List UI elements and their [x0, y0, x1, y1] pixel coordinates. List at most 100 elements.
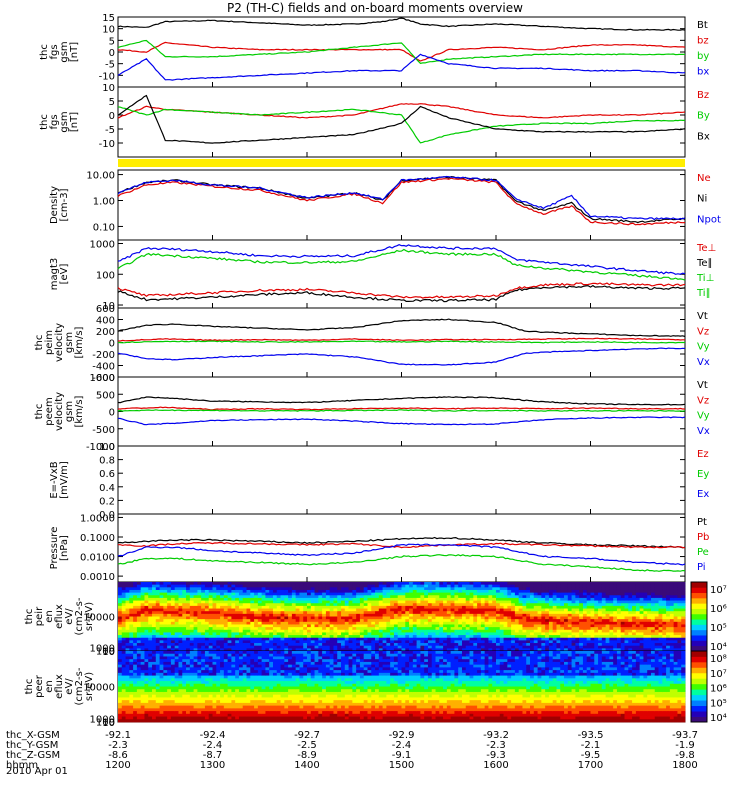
heatmap-cell — [170, 611, 176, 615]
heatmap-cell — [454, 597, 459, 601]
heatmap-cell — [492, 624, 497, 628]
heatmap-cell — [310, 629, 315, 633]
heatmap-cell — [579, 582, 584, 586]
heatmap-cell — [272, 613, 278, 617]
yellow-band — [118, 159, 685, 167]
heatmap-cell — [144, 603, 149, 607]
heatmap-cell — [118, 603, 123, 607]
heatmap-cell — [133, 648, 138, 652]
heatmap-cell — [197, 627, 202, 631]
heatmap-cell — [186, 592, 191, 596]
heatmap-cell — [152, 608, 157, 612]
heatmap-cell — [586, 608, 591, 612]
heatmap-cell — [231, 611, 236, 615]
heatmap-cell — [136, 672, 142, 676]
heatmap-cell — [628, 640, 633, 644]
heatmap-cell — [427, 635, 433, 639]
heatmap-cell — [295, 648, 300, 652]
heatmap-cell — [397, 635, 402, 639]
heatmap-cell — [511, 582, 516, 586]
heatmap-cell — [454, 645, 459, 649]
heatmap-cell — [197, 656, 202, 660]
heatmap-cell — [201, 637, 206, 641]
heatmap-cell — [152, 683, 157, 687]
heatmap-cell — [329, 635, 334, 639]
heatmap-cell — [152, 587, 157, 591]
heatmap-cell — [552, 605, 557, 609]
heatmap-cell — [446, 616, 452, 620]
heatmap-cell — [594, 605, 599, 609]
heatmap-cell — [427, 629, 433, 633]
heatmap-cell — [420, 603, 425, 607]
heatmap-cell — [431, 587, 436, 591]
heatmap-cell — [178, 689, 183, 693]
heatmap-cell — [152, 702, 157, 707]
heatmap-cell — [314, 645, 319, 649]
heatmap-cell — [235, 592, 240, 596]
heatmap-cell — [337, 611, 342, 615]
heatmap-cell — [480, 608, 486, 612]
heatmap-cell — [556, 624, 561, 628]
heatmap-cell — [492, 637, 497, 641]
heatmap-cell — [269, 584, 274, 588]
heatmap-cell — [390, 632, 395, 636]
heatmap-cell — [552, 621, 557, 625]
heatmap-cell — [246, 587, 251, 591]
heatmap-cell — [216, 708, 221, 712]
heatmap-cell — [167, 656, 172, 660]
heatmap-cell — [167, 600, 172, 604]
heatmap-cell — [552, 643, 557, 647]
heatmap-cell — [159, 664, 164, 668]
heatmap-cell — [235, 621, 240, 625]
heatmap-cell — [186, 619, 191, 623]
heatmap-cell — [333, 582, 338, 586]
heatmap-cell — [669, 595, 675, 599]
series-Npot — [117, 175, 686, 221]
heatmap-cell — [280, 603, 285, 607]
heatmap-cell — [359, 605, 365, 609]
heatmap-cell — [216, 711, 221, 715]
heatmap-cell — [348, 645, 353, 649]
heatmap-cell — [601, 643, 607, 647]
heatmap-cell — [182, 664, 187, 668]
heatmap-cell — [291, 627, 297, 631]
heatmap-cell — [616, 600, 622, 604]
heatmap-cell — [416, 643, 421, 647]
heatmap-cell — [575, 643, 580, 647]
heatmap-cell — [238, 603, 244, 607]
heatmap-cell — [314, 632, 319, 636]
heatmap-cell — [144, 678, 149, 682]
heatmap-cell — [435, 637, 440, 641]
heatmap-cell — [658, 592, 663, 596]
heatmap-cell — [333, 648, 338, 652]
heatmap-cell — [420, 643, 425, 647]
heatmap-cell — [465, 624, 470, 628]
heatmap-cell — [167, 589, 172, 594]
heatmap-cell — [344, 648, 349, 652]
heatmap-cell — [159, 605, 164, 609]
heatmap-cell — [484, 645, 489, 649]
heatmap-cell — [556, 584, 561, 588]
heatmap-cell — [567, 592, 572, 596]
heatmap-cell — [333, 645, 338, 649]
heatmap-cell — [303, 629, 308, 633]
heatmap-cell — [303, 592, 308, 596]
heatmap-cell — [586, 600, 591, 604]
heatmap-cell — [590, 621, 595, 625]
heatmap-cell — [186, 670, 191, 674]
heatmap-cell — [307, 584, 312, 588]
heatmap-cell — [461, 621, 467, 625]
heatmap-cell — [197, 619, 202, 623]
heatmap-cell — [632, 648, 637, 652]
heatmap-cell — [125, 653, 130, 657]
heatmap-cell — [443, 635, 448, 639]
heatmap-cell — [352, 648, 357, 652]
heatmap-cell — [446, 582, 452, 586]
heatmap-cell — [140, 686, 145, 690]
heatmap-cell — [673, 632, 678, 636]
heatmap-cell — [613, 603, 618, 607]
heatmap-cell — [416, 637, 421, 641]
heatmap-cell — [155, 651, 160, 655]
heatmap-cell — [144, 611, 149, 615]
heatmap-cell — [220, 719, 225, 723]
